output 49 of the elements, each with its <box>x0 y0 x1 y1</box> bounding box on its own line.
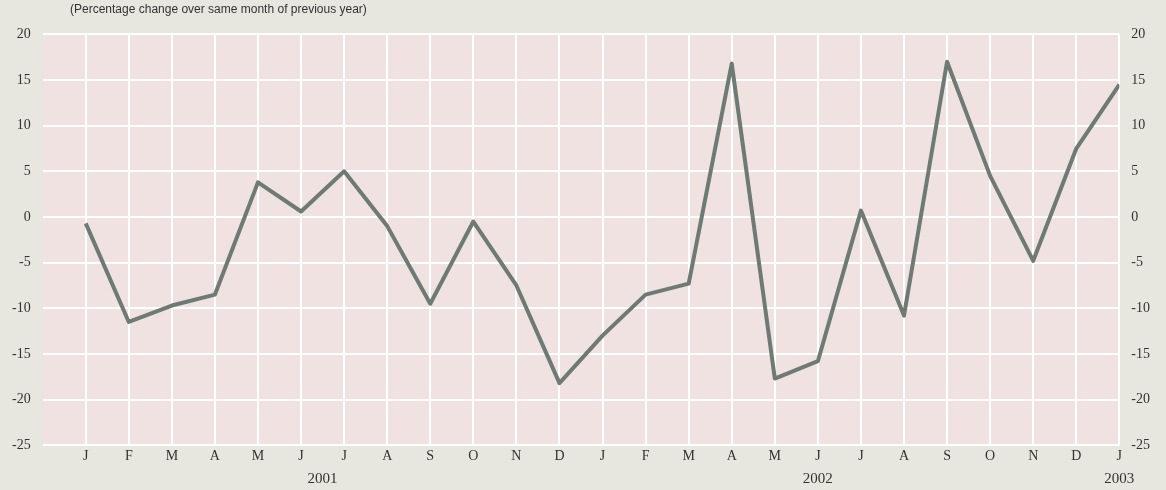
y-tick-label: 15 <box>16 71 31 87</box>
y2-tick-label: -10 <box>1131 299 1151 315</box>
x-tick-label: J <box>298 448 305 464</box>
y-tick-label: -25 <box>11 436 31 452</box>
text: 2002 <box>802 470 833 487</box>
x-tick-label: F <box>641 448 650 464</box>
y2-tick-label: -15 <box>1131 345 1151 361</box>
y-tick-label: 0 <box>23 208 31 224</box>
y-tick-label: -10 <box>11 299 31 315</box>
x-tick-label: A <box>209 448 221 464</box>
y2-tick-label: 15 <box>1131 71 1146 87</box>
chart-subtitle: (Percentage change over same month of previous year) <box>70 2 367 16</box>
x-tick-label: J <box>83 448 89 464</box>
y-tick-label: 10 <box>16 117 31 133</box>
x-tick-label: M <box>768 448 782 464</box>
x-tick-label: D <box>1071 448 1082 464</box>
x-tick-label: J <box>599 448 606 464</box>
x-tick-label: M <box>682 448 696 464</box>
x-tick-label: S <box>426 448 435 464</box>
x-tick-label: O <box>985 448 996 464</box>
x-tick-label: M <box>165 448 179 464</box>
x-tick-label: J <box>341 448 348 464</box>
x-tick-label: N <box>511 448 522 464</box>
y-tick-label: -15 <box>11 345 31 361</box>
y-tick-label: -5 <box>18 254 31 270</box>
x-tick-label: J <box>1116 448 1123 464</box>
x-tick-label: A <box>726 448 738 464</box>
y2-tick-label: -25 <box>1131 436 1151 452</box>
x-tick-label: F <box>124 448 133 464</box>
text: 2001 <box>307 470 338 487</box>
x-tick-label: M <box>251 448 265 464</box>
x-tick-label: J <box>815 448 822 464</box>
y2-tick-label: 5 <box>1131 163 1139 179</box>
y2-tick-label: 0 <box>1131 208 1139 224</box>
x-tick-label: A <box>382 448 394 464</box>
y2-tick-label: 10 <box>1131 117 1146 133</box>
x-tick-label: O <box>468 448 479 464</box>
x-tick-label: A <box>898 448 910 464</box>
x-tick-label: J <box>858 448 865 464</box>
y2-tick-label: -5 <box>1131 254 1144 270</box>
y2-tick-label: 20 <box>1131 26 1146 42</box>
y-tick-label: -20 <box>11 391 31 407</box>
x-tick-label: S <box>943 448 951 464</box>
y2-tick-label: -20 <box>1131 391 1151 407</box>
x-tick-label: D <box>554 448 565 464</box>
y-tick-label: 20 <box>16 26 31 42</box>
x-tick-label: N <box>1028 448 1039 464</box>
text: 2003 <box>1104 470 1135 487</box>
y-tick-label: 5 <box>23 163 31 179</box>
